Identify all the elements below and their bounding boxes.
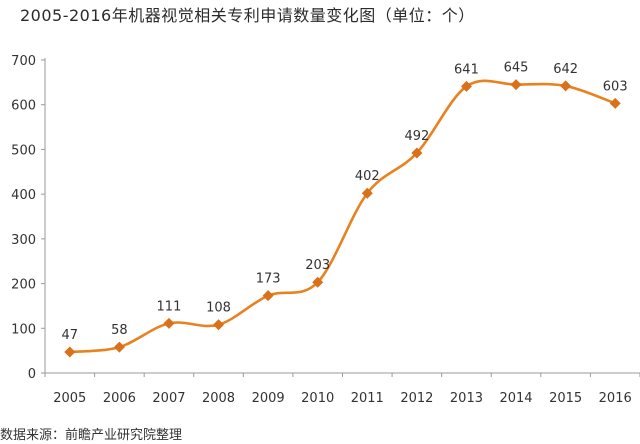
x-tick-label: 2006 — [103, 391, 136, 406]
x-tick-label: 2009 — [252, 391, 285, 406]
data-point-marker — [411, 147, 423, 159]
data-point-marker — [361, 187, 373, 199]
x-tick-label: 2015 — [549, 391, 582, 406]
data-point-marker — [64, 346, 76, 358]
data-label: 47 — [62, 328, 79, 343]
x-tick-label: 2016 — [599, 391, 632, 406]
x-tick-label: 2005 — [53, 391, 86, 406]
data-label: 58 — [111, 323, 128, 338]
data-label: 108 — [206, 301, 231, 316]
y-tick-label: 0 — [28, 367, 36, 382]
y-tick-label: 600 — [11, 99, 36, 114]
data-point-marker — [262, 290, 274, 302]
series-markers — [64, 79, 621, 358]
data-point-marker — [113, 341, 125, 353]
data-point-marker — [560, 80, 572, 92]
chart-title: 2005-2016年机器视觉相关专利申请数量变化图（单位：个） — [20, 6, 475, 25]
data-point-marker — [312, 276, 324, 288]
x-tick-label: 2013 — [450, 391, 483, 406]
data-point-marker — [609, 97, 621, 109]
chart-source-note: 数据来源：前瞻产业研究院整理 — [0, 428, 183, 443]
data-label: 492 — [404, 129, 429, 144]
data-label: 402 — [355, 169, 380, 184]
y-tick-label: 500 — [11, 143, 36, 158]
data-label: 203 — [305, 258, 330, 273]
y-tick-label: 300 — [11, 233, 36, 248]
data-labels: 47 58 111 108 173 203 402 492 641 645 642 603 — [62, 61, 628, 343]
data-point-marker — [213, 319, 225, 331]
data-point-marker — [460, 80, 472, 92]
x-tick-label: 2012 — [400, 391, 433, 406]
x-axis-ticks: 2005 2006 2007 2008 2009 2010 2011 2012 2013 2014… — [44, 373, 640, 406]
y-tick-label: 100 — [11, 322, 36, 337]
data-label: 603 — [603, 79, 628, 94]
data-label: 642 — [553, 62, 578, 77]
y-tick-label: 700 — [11, 54, 36, 69]
data-label: 641 — [454, 62, 479, 77]
x-tick-label: 2011 — [351, 391, 384, 406]
x-tick-label: 2014 — [499, 391, 532, 406]
data-label: 173 — [256, 272, 281, 287]
series-line — [69, 79, 616, 354]
data-point-marker — [163, 317, 175, 329]
y-tick-label: 400 — [11, 188, 36, 203]
x-tick-label: 2007 — [152, 391, 185, 406]
data-label: 111 — [157, 299, 182, 314]
x-tick-label: 2010 — [301, 391, 334, 406]
y-tick-label: 200 — [11, 278, 36, 293]
x-tick-label: 2008 — [202, 391, 235, 406]
data-point-marker — [510, 79, 522, 91]
data-label: 645 — [504, 61, 529, 76]
y-axis-ticks: 0 100 200 300 400 500 600 700 — [11, 54, 45, 382]
